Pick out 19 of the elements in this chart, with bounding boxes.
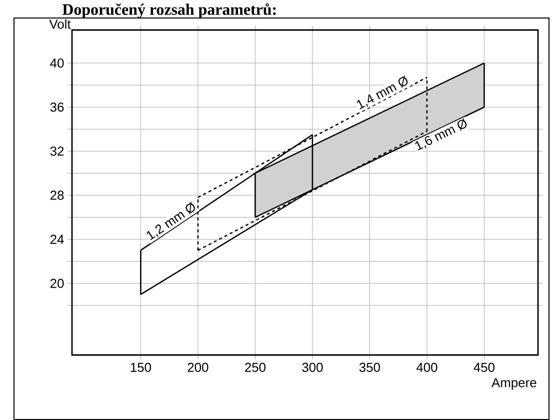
y-tick-label: 32 xyxy=(50,146,64,156)
x-tick-label: 350 xyxy=(359,362,380,372)
x-axis-title: Ampere xyxy=(491,378,536,390)
x-tick-label: 150 xyxy=(130,362,151,372)
x-tick-label: 300 xyxy=(302,362,323,372)
x-tick-label: 400 xyxy=(416,362,438,372)
x-tick-label: 200 xyxy=(188,362,208,372)
text: 1,6 mm Ø xyxy=(415,118,467,150)
chart-title: Doporučený rozsah parametrů: xyxy=(62,3,276,18)
y-tick-label: 20 xyxy=(50,278,64,288)
x-tick-label: 450 xyxy=(474,362,494,372)
x-tick-label: 250 xyxy=(245,362,266,372)
y-tick-label: 24 xyxy=(50,234,64,244)
y-axis-title: Volt xyxy=(49,19,71,29)
y-tick-label: 28 xyxy=(50,190,64,200)
text: 1,2 mm Ø xyxy=(146,202,195,240)
text: 1,4 mm Ø xyxy=(356,75,408,110)
y-tick-label: 40 xyxy=(50,58,64,68)
y-tick-label: 36 xyxy=(50,102,64,112)
